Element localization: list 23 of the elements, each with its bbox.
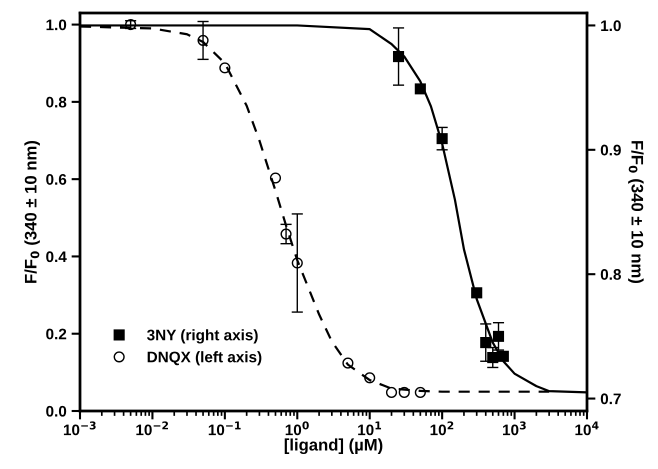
x-tick-label: 10$^{1}$: [358, 422, 382, 436]
x-tick-label: 10$^{−3}$: [64, 421, 96, 436]
y-tick-label: 0.6: [46, 174, 66, 185]
y-tick-label: 0.0: [46, 406, 66, 417]
y2-axis-title: F/F$_{0}$ (340 ± 10 nm): [628, 141, 644, 284]
x-tick-label: 10$^{2}$: [430, 421, 454, 436]
x-tick-label: 10$^{4}$: [575, 422, 599, 436]
y-tick-label: 0.8: [46, 96, 66, 108]
y2-tick-label: 1.0: [601, 20, 621, 32]
y-axis-title: F/F$_{0}$ (340 ± 10 nm): [24, 140, 40, 283]
y-tick-label: 0.4: [46, 251, 67, 262]
x-tick-label: 10$^{3}$: [503, 421, 526, 436]
x-tick-label: 10$^{0}$: [286, 421, 309, 436]
y2-tick-label: 0.9: [600, 144, 621, 156]
y2-tick-label: 0.8: [600, 269, 621, 280]
x-axis-title: [ligand] (µM): [284, 438, 382, 454]
legend-label: 3NY (right axis): [147, 329, 258, 344]
y-tick-label: 1.0: [46, 19, 66, 30]
y2-tick-label: 0.7: [600, 393, 621, 404]
x-tick-label: 10$^{−2}$: [136, 421, 168, 436]
x-tick-label: 10$^{−1}$: [208, 422, 241, 436]
y-tick-label: 0.2: [46, 328, 66, 340]
legend-label: DNQX (left axis): [148, 351, 262, 366]
